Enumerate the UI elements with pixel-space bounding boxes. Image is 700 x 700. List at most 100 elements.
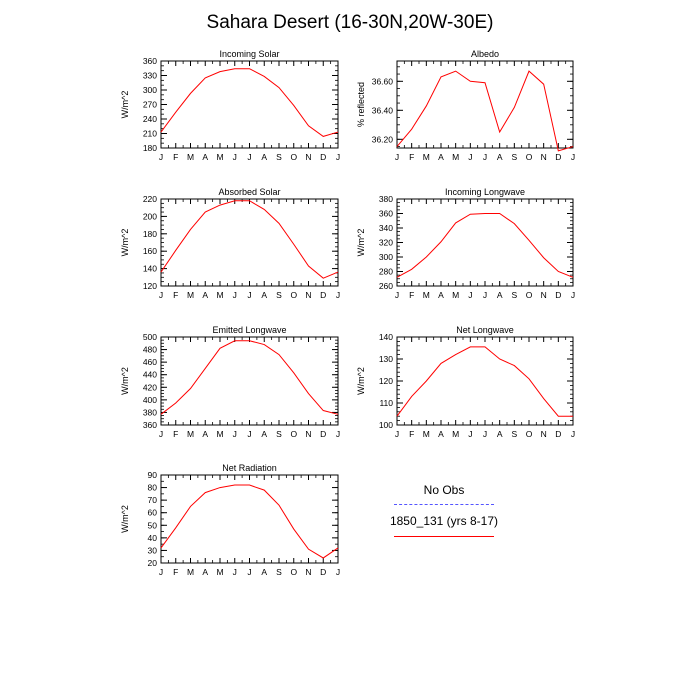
x-tick-label: M: [452, 429, 459, 439]
legend-line-model: [394, 536, 494, 537]
y-tick-label: 500: [143, 332, 157, 342]
panel-incoming-solar: Incoming Solar W/m^2 180 210 240 270 300 330 360…: [120, 49, 340, 162]
y-tick-label: 180: [143, 229, 157, 239]
x-tick-label: F: [409, 429, 414, 439]
series-line: [160, 68, 339, 137]
y-tick-label: 180: [143, 143, 157, 153]
y-tick-label: 300: [379, 252, 393, 262]
y-tick-label: 480: [143, 345, 157, 355]
x-tick-label: M: [452, 152, 459, 162]
y-tick-label: 360: [143, 56, 157, 66]
x-tick-label: S: [276, 567, 282, 577]
panel-title: Net Longwave: [456, 325, 514, 335]
x-tick-label: D: [320, 429, 326, 439]
x-tick-label: F: [173, 290, 178, 300]
plot-frame: [396, 336, 574, 426]
panel-title: Incoming Solar: [219, 49, 279, 59]
x-tick-label: M: [187, 429, 194, 439]
x-tick-label: A: [261, 567, 267, 577]
x-tick-label: A: [438, 429, 444, 439]
x-tick-label: F: [409, 290, 414, 300]
x-tick-label: J: [571, 152, 575, 162]
x-tick-label: J: [159, 429, 163, 439]
x-tick-label: A: [202, 567, 208, 577]
x-tick-label: J: [159, 290, 163, 300]
y-tick-label: 120: [379, 376, 393, 386]
plot-frame: [396, 198, 574, 287]
x-tick-label: O: [290, 290, 297, 300]
x-tick-label: M: [423, 290, 430, 300]
y-axis-label: W/m^2: [356, 229, 366, 257]
y-tick-label: 70: [148, 495, 158, 505]
y-tick-label: 380: [379, 194, 393, 204]
x-tick-label: N: [305, 429, 311, 439]
x-tick-label: J: [336, 152, 340, 162]
x-tick-label: O: [526, 152, 533, 162]
x-tick-label: D: [555, 429, 561, 439]
panel-incoming-longwave: Incoming Longwave W/m^2 260 280 300 320 340 360…: [356, 187, 575, 300]
y-tick-label: 30: [148, 545, 158, 555]
x-tick-label: N: [305, 567, 311, 577]
x-tick-label: F: [173, 567, 178, 577]
x-tick-label: J: [247, 290, 251, 300]
legend-label-model: 1850_131 (yrs 8-17): [389, 514, 499, 528]
y-tick-label: 110: [379, 398, 393, 408]
plot-frame: [160, 198, 339, 287]
x-tick-label: F: [173, 429, 178, 439]
y-tick-label: 140: [143, 264, 157, 274]
x-tick-label: S: [276, 290, 282, 300]
x-tick-label: J: [468, 290, 472, 300]
x-tick-label: M: [216, 290, 223, 300]
y-tick-label: 460: [143, 357, 157, 367]
y-axis-label: W/m^2: [120, 505, 130, 533]
x-tick-label: S: [276, 152, 282, 162]
x-tick-label: N: [305, 290, 311, 300]
x-tick-label: A: [202, 429, 208, 439]
series-line: [160, 340, 339, 415]
legend: No Obs 1850_131 (yrs 8-17): [388, 480, 500, 550]
y-tick-label: 420: [143, 382, 157, 392]
x-tick-label: D: [320, 152, 326, 162]
x-tick-label: O: [290, 152, 297, 162]
plot-frame: [396, 60, 574, 149]
series-line: [396, 213, 574, 278]
x-tick-label: M: [216, 152, 223, 162]
x-tick-label: S: [511, 152, 517, 162]
plot-frame: [160, 474, 339, 564]
x-tick-label: O: [526, 429, 533, 439]
x-tick-label: A: [497, 152, 503, 162]
series-line: [160, 484, 339, 559]
y-axis-label: W/m^2: [356, 367, 366, 395]
plot-frame: [160, 336, 339, 426]
x-tick-label: J: [247, 567, 251, 577]
y-tick-label: 320: [379, 238, 393, 248]
x-tick-label: O: [526, 290, 533, 300]
y-tick-label: 130: [379, 354, 393, 364]
y-axis-label: W/m^2: [120, 229, 130, 257]
series-line: [160, 200, 339, 279]
y-tick-label: 220: [143, 194, 157, 204]
y-tick-label: 280: [379, 267, 393, 277]
x-tick-label: J: [233, 290, 237, 300]
x-tick-label: J: [571, 429, 575, 439]
y-tick-label: 80: [148, 483, 158, 493]
y-tick-label: 400: [143, 395, 157, 405]
y-tick-label: 20: [148, 558, 158, 568]
panel-title: Albedo: [471, 49, 499, 59]
x-tick-label: J: [571, 290, 575, 300]
x-tick-label: O: [290, 429, 297, 439]
y-tick-label: 36.60: [372, 76, 394, 86]
x-tick-label: A: [497, 429, 503, 439]
x-tick-label: J: [336, 567, 340, 577]
y-tick-label: 330: [143, 71, 157, 81]
x-tick-label: J: [483, 152, 487, 162]
x-tick-label: S: [276, 429, 282, 439]
x-tick-label: A: [202, 152, 208, 162]
x-tick-label: M: [216, 429, 223, 439]
x-tick-label: J: [233, 567, 237, 577]
x-tick-label: A: [438, 290, 444, 300]
y-tick-label: 36.20: [372, 134, 394, 144]
